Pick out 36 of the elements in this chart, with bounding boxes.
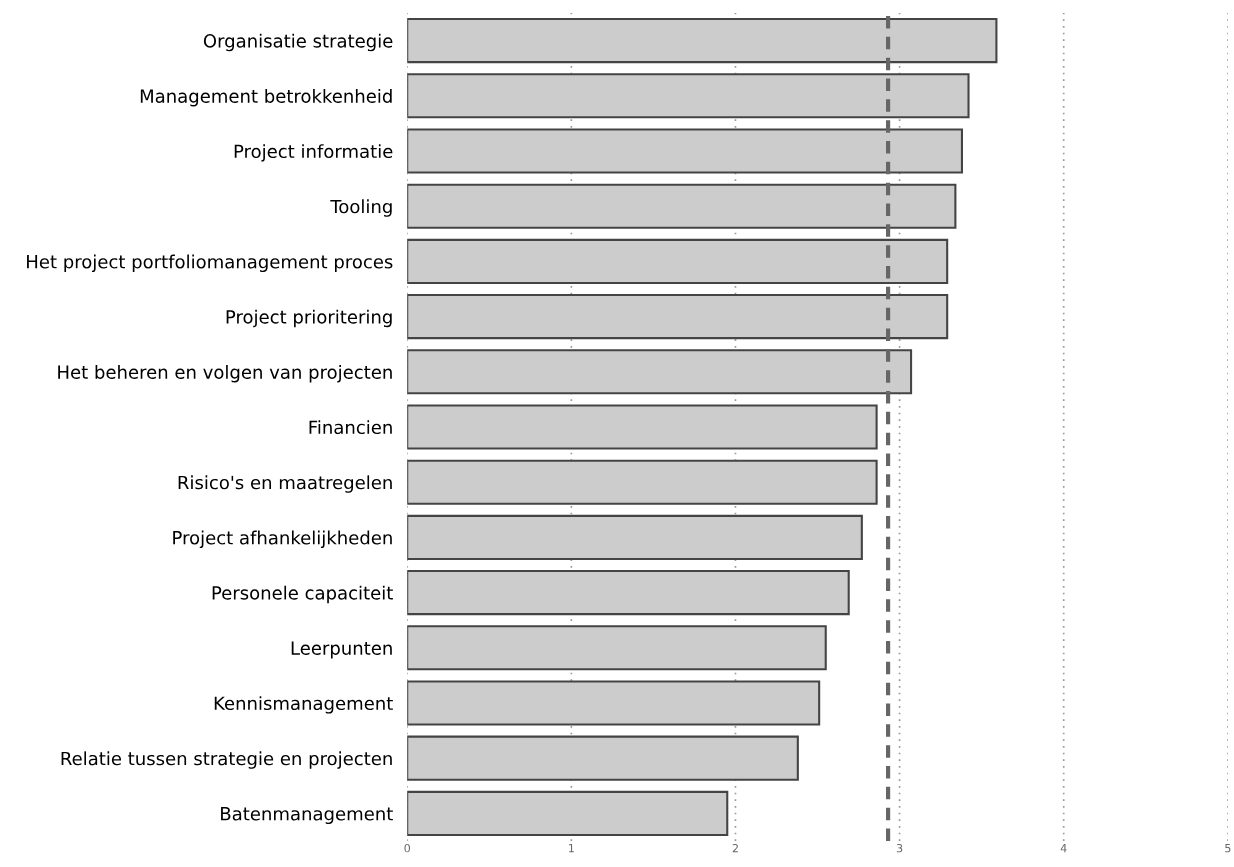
bar bbox=[407, 514, 863, 560]
x-tick-label: 1 bbox=[569, 844, 574, 853]
y-tick-label: Batenmanagement bbox=[221, 807, 393, 825]
bar bbox=[407, 404, 878, 450]
y-tick-label: Het project portfoliomanagement proces bbox=[27, 254, 393, 273]
bar bbox=[407, 625, 827, 671]
x-tick-label: 0 bbox=[404, 843, 411, 853]
y-tick-label: Risico's en maatregelen bbox=[178, 475, 392, 493]
x-tick-label: 5 bbox=[1225, 844, 1231, 853]
y-tick-label: Tooling bbox=[330, 199, 392, 217]
x-tick-label: 3 bbox=[896, 843, 903, 853]
bar bbox=[407, 680, 821, 726]
bar bbox=[407, 459, 878, 505]
y-tick-label: Project informatie bbox=[234, 144, 393, 162]
y-tick-label: Kennismanagement bbox=[214, 696, 393, 714]
y-tick-label: Leerpunten bbox=[291, 641, 392, 659]
y-tick-label: Personele capaciteit bbox=[212, 585, 393, 604]
y-tick-label: Project afhankelijkheden bbox=[173, 530, 392, 549]
bar bbox=[407, 18, 998, 64]
bar bbox=[407, 294, 949, 340]
bar bbox=[407, 73, 970, 119]
x-tick-label: 2 bbox=[732, 843, 738, 853]
bar bbox=[407, 349, 913, 395]
y-tick-label: Het beheren en volgen van projecten bbox=[58, 364, 392, 383]
y-tick-label: Financien bbox=[309, 420, 392, 435]
bar bbox=[407, 238, 949, 284]
y-tick-label: Project prioritering bbox=[226, 309, 392, 328]
y-tick-label: Relatie tussen strategie en projecten bbox=[61, 751, 392, 769]
y-tick-label: Management betrokkenheid bbox=[140, 88, 392, 107]
y-tick-label: Organisatie strategie bbox=[203, 33, 393, 52]
bar bbox=[407, 128, 963, 174]
x-tick-label: 4 bbox=[1060, 844, 1067, 853]
bar bbox=[407, 790, 729, 836]
bar bbox=[407, 735, 799, 781]
bar bbox=[407, 570, 850, 616]
bar bbox=[407, 183, 957, 229]
